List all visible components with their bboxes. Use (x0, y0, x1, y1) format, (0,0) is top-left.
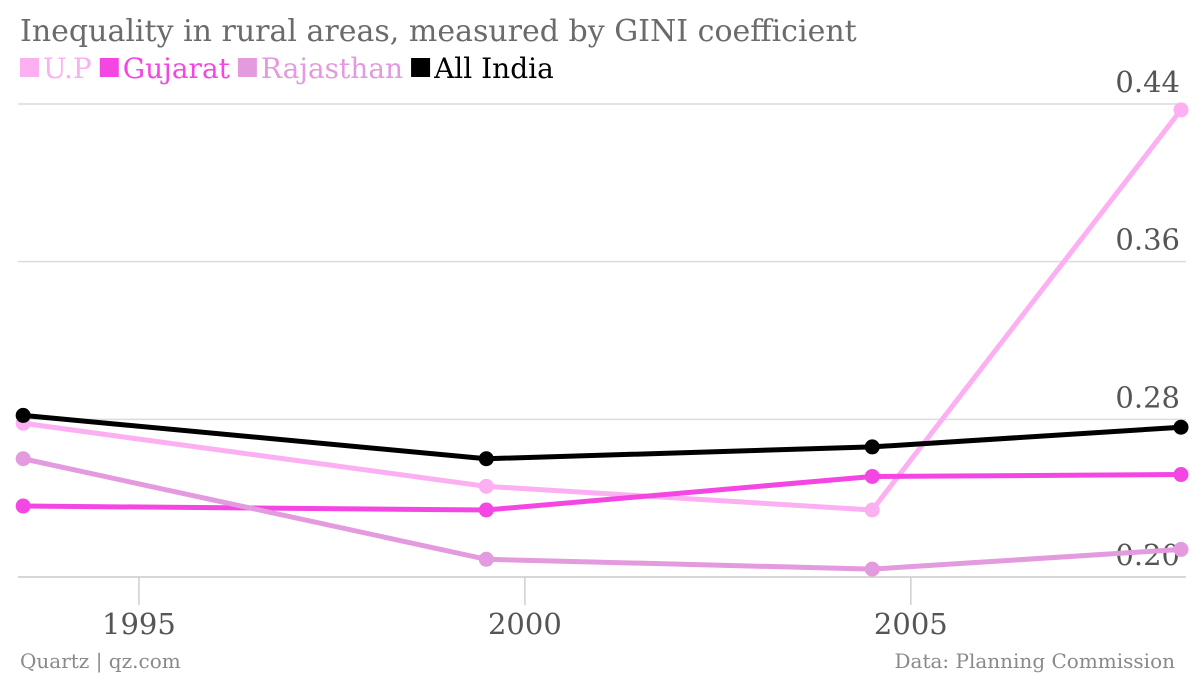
data-point (1173, 419, 1189, 435)
x-tick-label: 2000 (488, 607, 562, 641)
data-point (15, 451, 31, 467)
data-point (1173, 541, 1189, 557)
legend-swatch (99, 58, 119, 77)
chart-title: Inequality in rural areas, measured by G… (20, 14, 857, 49)
data-point (864, 468, 880, 484)
legend: U.P Gujarat Rajasthan All India (20, 52, 554, 85)
legend-swatch (411, 58, 431, 77)
x-tick-label: 2005 (874, 607, 948, 641)
data-point (15, 498, 31, 514)
series-all-india (15, 407, 1189, 467)
legend-label: Gujarat (123, 52, 231, 85)
legend-label: All India (433, 52, 554, 85)
data-point (1173, 467, 1189, 483)
y-tick-label: 0.28 (1115, 380, 1180, 414)
data-point (478, 478, 494, 494)
data-point (15, 407, 31, 423)
data-point (864, 502, 880, 518)
data-point (864, 439, 880, 455)
y-tick-label: 0.44 (1115, 65, 1180, 99)
source-credit: Quartz | qz.com (20, 649, 181, 674)
series-layer (15, 102, 1189, 577)
legend-label: U.P (43, 52, 92, 85)
y-axis: 0.200.280.360.44 (1115, 65, 1180, 572)
legend-swatch (237, 58, 257, 77)
x-axis: 1995 2000 2005 (18, 576, 1186, 641)
series-rajasthan (15, 451, 1189, 577)
x-tick-label: 1995 (102, 607, 176, 641)
series-line (20, 107, 1184, 513)
data-point (1173, 102, 1189, 118)
series-line (20, 412, 1184, 462)
data-point (478, 551, 494, 567)
data-point (478, 502, 494, 518)
data-point (478, 451, 494, 467)
data-point (864, 561, 880, 577)
legend-label: Rajasthan (261, 52, 403, 85)
legend-swatch (20, 58, 39, 77)
series-line (20, 456, 1184, 572)
y-tick-label: 0.36 (1115, 223, 1180, 257)
data-source: Data: Planning Commission (894, 649, 1175, 673)
